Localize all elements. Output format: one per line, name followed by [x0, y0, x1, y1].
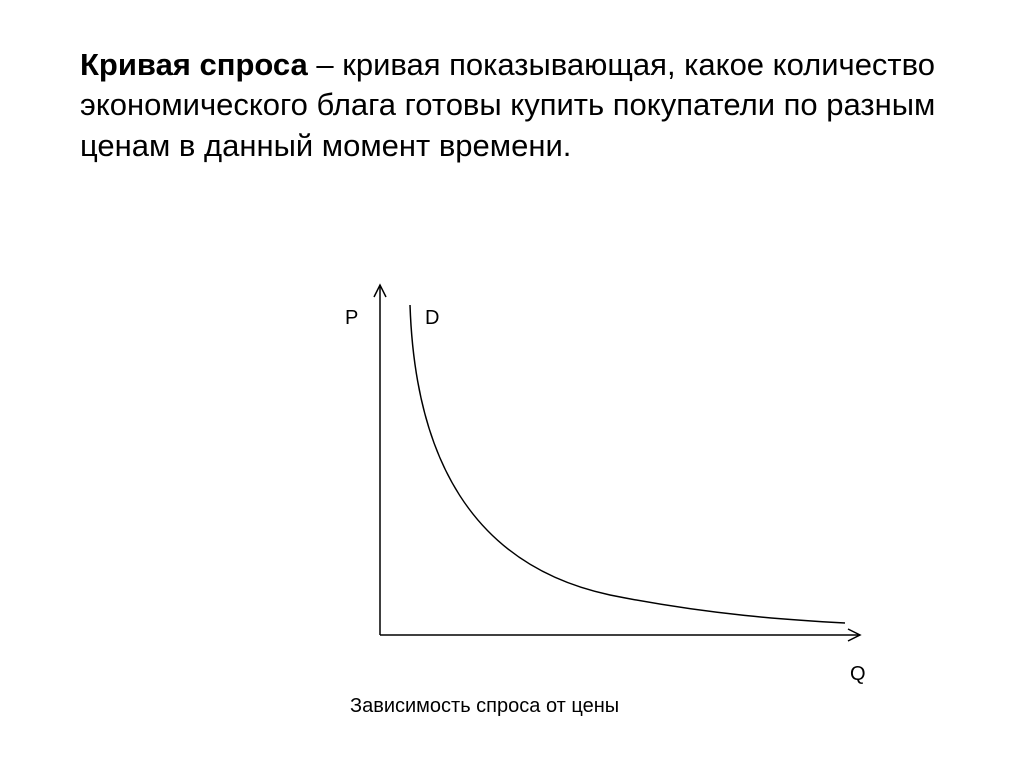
demand-chart: P D Q Зависимость спроса от цены [290, 275, 890, 705]
y-axis-label: P [345, 307, 358, 330]
chart-caption: Зависимость спроса от цены [350, 695, 619, 718]
definition-sep: – [308, 47, 342, 82]
definition-text: Кривая спроса – кривая показывающая, как… [80, 45, 950, 166]
chart-svg [290, 275, 890, 695]
x-axis-label: Q [850, 663, 866, 686]
definition-term: Кривая спроса [80, 47, 308, 82]
curve-label: D [425, 307, 439, 330]
demand-curve [410, 305, 845, 623]
